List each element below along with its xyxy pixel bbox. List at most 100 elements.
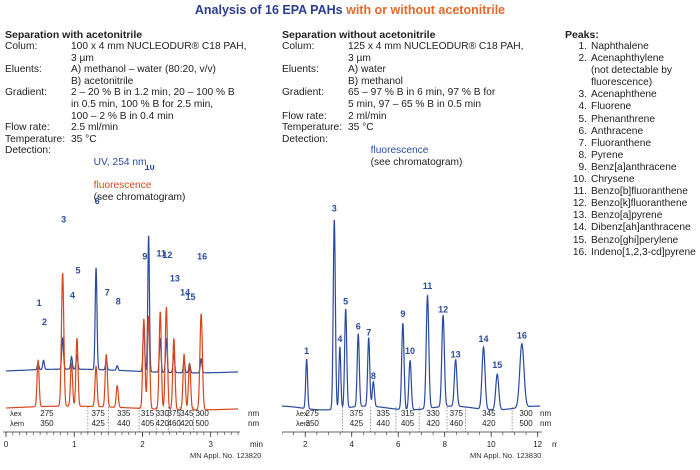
peaks-list: 1. Naphthalene 2. Acenaphthylene (not detect… [565,41,700,259]
param-value: A) methanol – water (80:20, v/v) B) acet… [71,64,216,87]
x-axis-label: min [250,440,263,449]
lambda-em-value: 420 [482,419,496,428]
peak-compound-name: Benzo[b]fluoranthene [591,186,688,198]
peak-compound-name: Benzo[a]pyrene [591,210,663,222]
peak-legend-item: 11. Benzo[b]fluoranthene [565,186,700,198]
peak-label: 7 [105,287,110,297]
param-label: Eluents: [5,64,42,76]
peak-legend-item: 10. Chrysene [565,174,700,186]
peak-label: 1 [37,298,42,308]
peak-label: 5 [343,297,348,307]
lambda-em-value: 420 [426,419,440,428]
lambda-ex-value: 345 [180,409,194,418]
x-tick-label: 6 [396,440,401,449]
peak-legend-item: 14. Dibenz[ah]anthracene [565,222,700,234]
lambda-em-value: 460 [168,419,182,428]
param-label: Temperature: [282,122,343,134]
lambda-em-value: 405 [141,419,155,428]
peak-label: 12 [162,250,172,260]
param-label: Gradient: [5,87,47,99]
peak-compound-name: Benzo[ghi]perylene [591,234,679,246]
title-highlight: with or without acetonitrile [346,3,506,17]
x-tick-label: 3 [208,440,213,449]
peak-label: 11 [423,281,433,291]
peak-label: 10 [145,165,155,172]
x-tick-label: 8 [442,440,447,449]
lambda-ex-value: 375 [168,409,182,418]
lambda-ex-value: 275 [306,409,320,418]
lambda-em-value: 350 [40,419,54,428]
peak-compound-name: Phenanthrene [591,113,656,125]
peak-label: 8 [116,297,121,307]
param-label: Gradient: [282,87,324,99]
peak-compound-name: Dibenz[ah]anthracene [591,222,691,234]
param-value: 2 – 20 % B in 1.2 min, 20 – 100 % B in 0… [71,87,235,122]
peak-number: 14. [572,222,587,234]
param-label: Flow rate: [282,110,327,122]
peak-compound-name: Pyrene [591,149,624,161]
lambda-em-value: 440 [376,419,390,428]
lambda-ex-value: 315 [141,409,155,418]
left-param-temperature: Temperature: 35 °C [5,134,280,146]
peak-number [565,77,591,89]
peak-label: 4 [337,334,342,344]
left-params: Colum: 100 x 4 mm NUCLEODUR® C18 PAH, 3 µ… [5,41,280,215]
wavelength-unit: nm [248,419,259,428]
lambda-ex-value: 375 [450,409,464,418]
peak-number: 7. [578,137,588,149]
peak-label: 2 [42,317,47,327]
param-value: fluorescence (see chromatogram) [348,134,463,180]
peak-compound-name: Indeno[1,2,3-cd]pyrene [591,246,696,258]
peak-label: 9 [142,252,147,262]
appl-number-left: MN Appl. No. 123820 [190,451,262,460]
x-tick-label: 4 [350,440,355,449]
right-heading: Separation without acetonitrile [282,29,436,41]
lambda-ex-value: 300 [195,409,209,418]
peak-legend-item: 4. Fluorene [565,101,700,113]
peak-legend-item: 2. Acenaphthylene [565,53,700,65]
param-value: 125 x 4 mm NUCLEODUR® C18 PAH, 3 µm [348,41,524,64]
peak-label: 13 [451,349,461,359]
chromatogram-without-acetonitrile: 134567891011121314151624681012minλexλem2… [282,204,557,449]
left-param-gradient: Gradient: 2 – 20 % B in 1.2 min, 20 – 100… [5,87,280,122]
x-tick-label: 12 [533,440,542,449]
peak-legend-item: 1. Naphthalene [565,41,700,53]
lambda-ex-value: 345 [482,409,496,418]
x-tick-label: 0 [4,440,9,449]
peak-legend-item: 15. Benzo[ghi]perylene [565,235,700,247]
lambda-em-value: 500 [195,419,209,428]
peaks-heading: Peaks: [565,29,599,41]
param-label: Detection: [282,133,328,145]
peak-label: 10 [405,346,415,356]
lambda-em-value: 425 [91,419,105,428]
right-param-flow: Flow rate: 2 ml/min [282,111,552,123]
peak-number: 16. [572,246,587,258]
peak-compound-name: Anthracene [591,125,644,137]
peak-number: 8. [578,149,588,161]
detection-uv: UV, 254 nm [93,156,147,168]
lambda-ex-value: 300 [519,409,533,418]
right-param-gradient: Gradient: 65 – 97 % B in 6 min, 97 % B fo… [282,87,552,110]
peak-label: 3 [332,204,337,214]
lambda-em-value: 440 [117,419,131,428]
peak-compound-name: Chrysene [591,174,635,186]
peak-legend-item: 8. Pyrene [565,150,700,162]
param-value: A) water B) methanol [348,64,403,87]
peak-compound-name: Acenaphthene [591,89,657,101]
x-tick-label: 2 [140,440,145,449]
wavelength-unit: nm [540,409,551,418]
right-param-column: Colum: 125 x 4 mm NUCLEODUR® C18 PAH, 3 µ… [282,41,552,64]
peak-number: 2. [578,53,588,65]
peak-label: 4 [70,290,75,300]
lambda-ex-value: 335 [117,409,131,418]
peak-label: 14 [479,334,489,344]
lambda-ex-value: 330 [426,409,440,418]
detection-fluorescence: fluorescence [93,180,152,192]
peak-label: 3 [61,215,66,225]
appl-number-right: MN Appl. No. 123830 [470,451,542,460]
peak-legend-item: 7. Fluoranthene [565,138,700,150]
peaks-legend: Peaks: 1. Naphthalene 2. Acenaphthylene (not… [565,29,700,259]
right-params: Colum: 125 x 4 mm NUCLEODUR® C18 PAH, 3 µ… [282,41,552,180]
lambda-ex-value: 375 [350,409,364,418]
